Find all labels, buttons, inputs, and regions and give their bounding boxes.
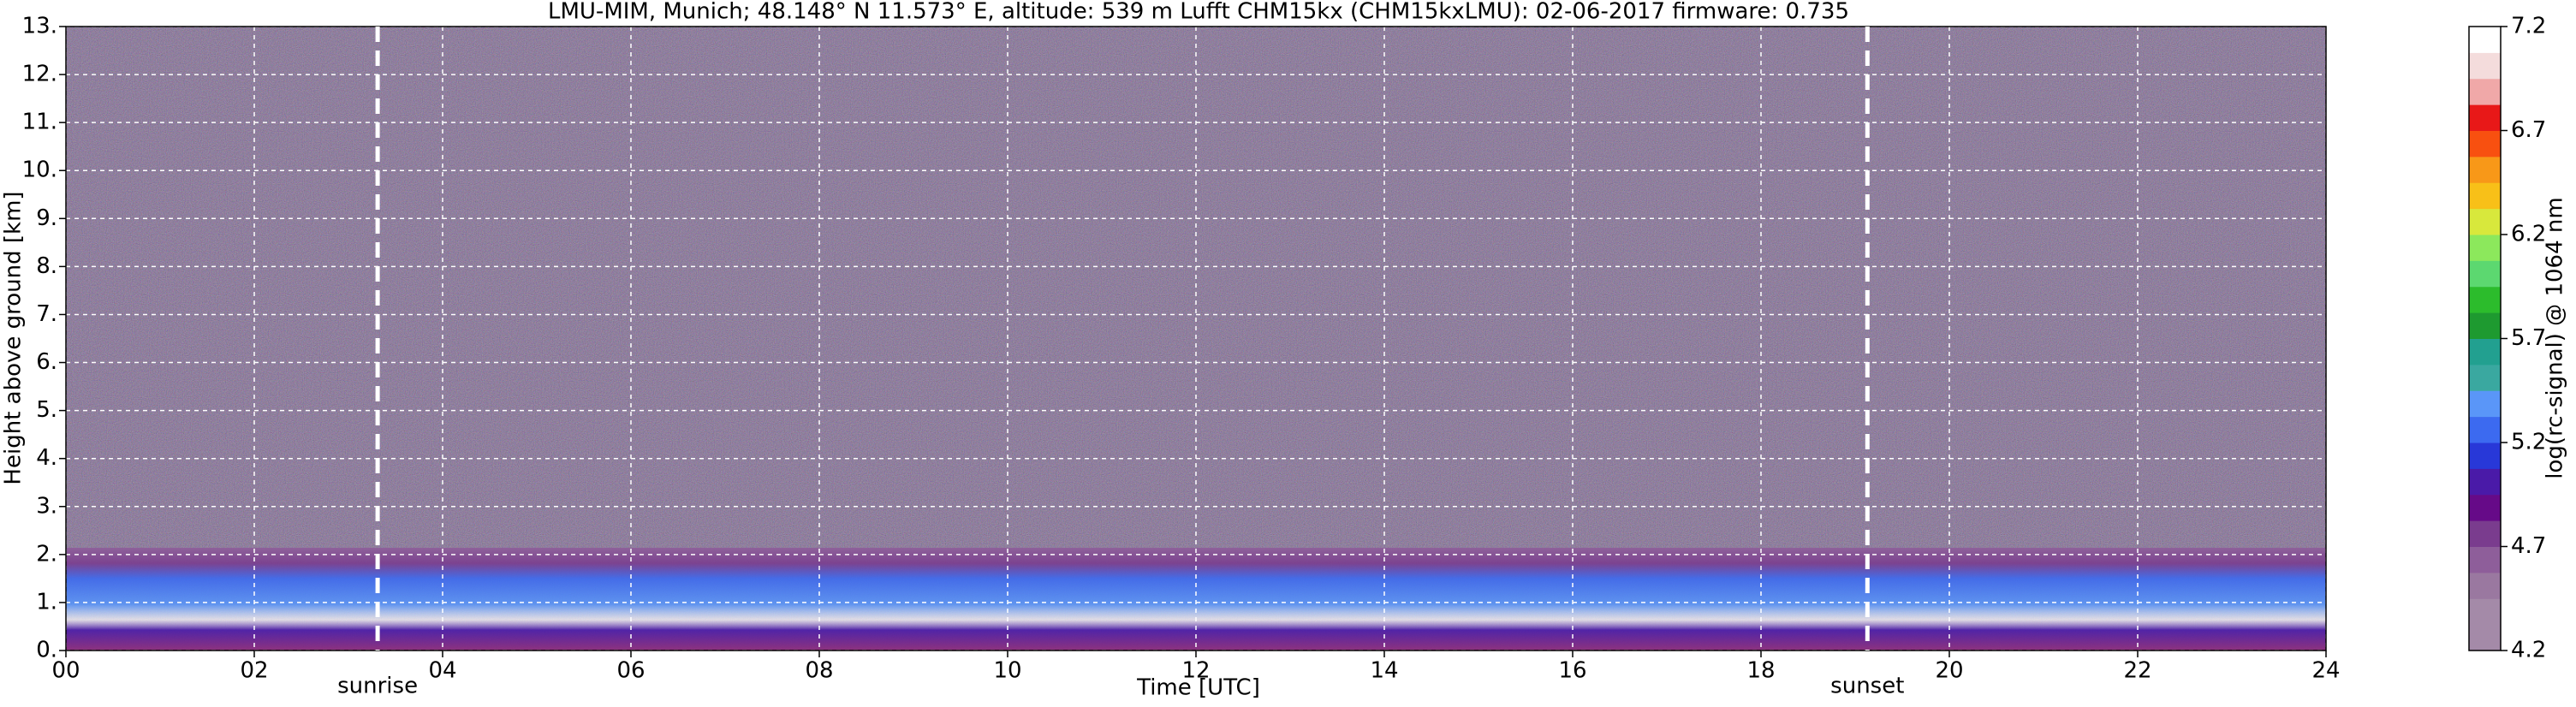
colorbar-segment xyxy=(2469,624,2501,651)
colorbar-segment xyxy=(2469,130,2501,157)
colorbar-tick-label: 6.7 xyxy=(2511,117,2546,143)
colorbar-segment xyxy=(2469,286,2501,313)
x-tick-label: 12 xyxy=(1181,658,1210,684)
x-tick-label: 06 xyxy=(616,658,645,684)
colorbar-segment xyxy=(2469,235,2501,261)
colorbar-segment xyxy=(2469,520,2501,547)
colorbar-tick-label: 6.2 xyxy=(2511,222,2546,247)
colorbar-tick-label: 4.7 xyxy=(2511,533,2546,559)
colorbar-segment xyxy=(2469,260,2501,288)
colorbar-segment xyxy=(2469,546,2501,573)
y-tick-label: 6. xyxy=(36,349,57,375)
x-tick-label: 16 xyxy=(1558,658,1586,684)
chart-title: LMU-MIM, Munich; 48.148° N 11.573° E, al… xyxy=(548,0,1849,25)
y-tick-label: 13. xyxy=(22,14,57,39)
y-tick-label: 0. xyxy=(36,638,57,663)
y-tick-label: 7. xyxy=(36,301,57,327)
plot-frame xyxy=(65,26,2327,651)
colorbar-tick-label: 4.2 xyxy=(2511,638,2546,663)
colorbar-segment xyxy=(2469,443,2501,469)
x-tick-label: 02 xyxy=(240,658,268,684)
colorbar-segment xyxy=(2469,468,2501,496)
y-tick-label: 8. xyxy=(36,253,57,279)
colorbar-tick-label: 7.2 xyxy=(2511,14,2546,39)
y-tick-label: 11. xyxy=(22,110,57,135)
colorbar-segment xyxy=(2469,208,2501,235)
x-axis-label: Time [UTC] xyxy=(1136,675,1260,701)
y-tick-label: 10. xyxy=(22,157,57,183)
y-tick-label: 1. xyxy=(36,589,57,615)
colorbar-segment xyxy=(2469,598,2501,626)
colorbar-tick-label: 5.2 xyxy=(2511,430,2546,455)
colorbar-segment xyxy=(2469,182,2501,210)
y-tick-label: 4. xyxy=(36,445,57,471)
x-tick-label: 10 xyxy=(993,658,1021,684)
x-tick-label: 14 xyxy=(1370,658,1398,684)
x-tick-label: 18 xyxy=(1746,658,1775,684)
y-tick-label: 2. xyxy=(36,541,57,567)
x-tick-label: 22 xyxy=(2123,658,2151,684)
x-tick-label: 20 xyxy=(1935,658,1963,684)
colorbar-segment xyxy=(2469,494,2501,521)
colorbar-segment xyxy=(2469,572,2501,599)
colorbar-segment xyxy=(2469,338,2501,365)
colorbar-segment xyxy=(2469,312,2501,339)
x-tick-label: 24 xyxy=(2311,658,2340,684)
colorbar-segment xyxy=(2469,156,2501,183)
y-tick-label: 9. xyxy=(36,205,57,231)
colorbar-segment xyxy=(2469,78,2501,105)
colorbar-tick-label: 5.7 xyxy=(2511,325,2546,351)
x-tick-label: 00 xyxy=(51,658,80,684)
colorbar-label: log(rc-signal) @ 1064 nm xyxy=(2543,197,2568,478)
annotation-label: sunrise xyxy=(337,674,418,699)
colorbar-segment xyxy=(2469,416,2501,443)
y-axis-label: Height above ground [km] xyxy=(1,191,27,484)
colorbar-segment xyxy=(2469,27,2501,53)
colorbar-segment xyxy=(2469,52,2501,80)
annotation-label: sunset xyxy=(1830,674,1904,699)
y-tick-label: 12. xyxy=(22,62,57,87)
y-tick-label: 5. xyxy=(36,397,57,423)
x-tick-label: 08 xyxy=(805,658,833,684)
x-tick-label: 04 xyxy=(428,658,456,684)
y-tick-label: 3. xyxy=(36,493,57,519)
colorbar-segment xyxy=(2469,104,2501,131)
colorbar-segment xyxy=(2469,364,2501,391)
colorbar-segment xyxy=(2469,390,2501,418)
